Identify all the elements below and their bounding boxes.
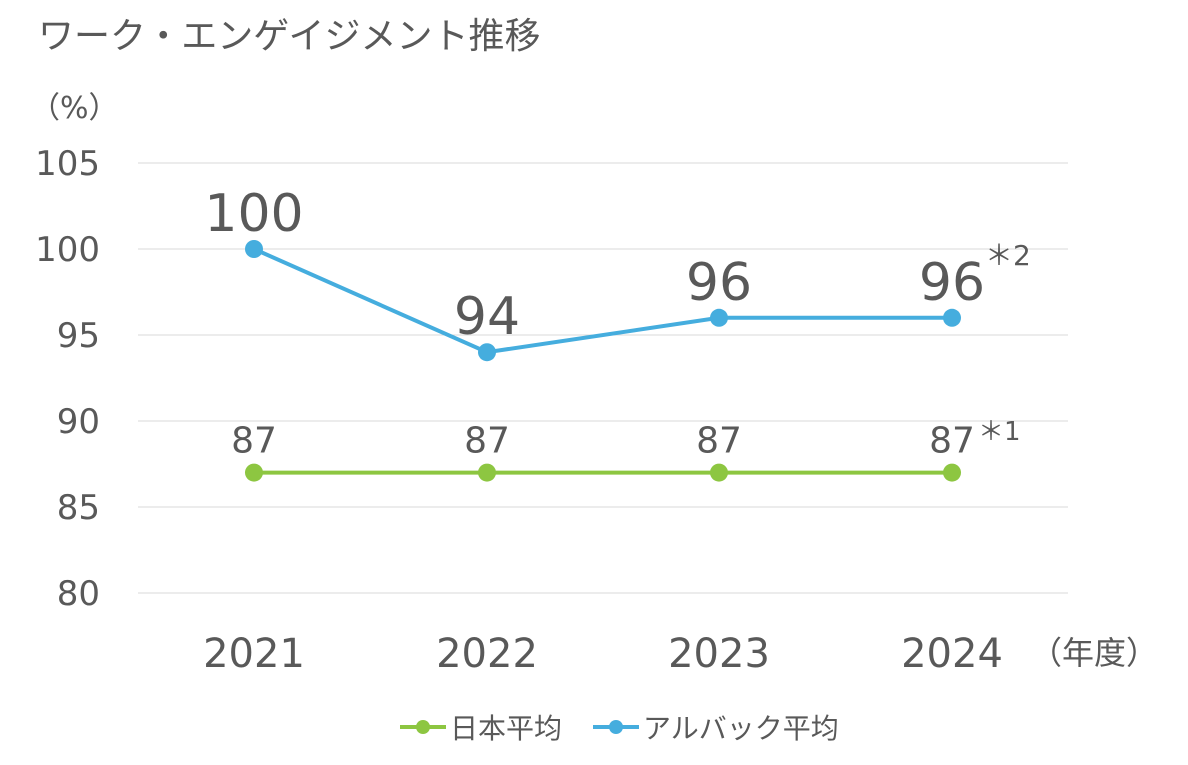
legend-label: アルバック平均 xyxy=(643,712,839,745)
y-tick-label: 100 xyxy=(35,230,100,270)
y-tick-label: 95 xyxy=(57,316,100,356)
data-point xyxy=(478,343,496,362)
chart-title: ワーク・エンゲイジメント推移 xyxy=(38,16,541,57)
y-tick-label: 90 xyxy=(57,402,100,442)
legend-label: 日本平均 xyxy=(450,712,562,745)
footnote-marker: ＊2 xyxy=(985,239,1031,272)
data-point xyxy=(710,463,728,482)
y-tick-label: 80 xyxy=(57,574,100,614)
series-japan-average: 87 87 87 87 ＊1 xyxy=(231,417,1021,482)
y-tick-label: 85 xyxy=(57,488,100,528)
data-label: 87 xyxy=(464,421,510,462)
x-tick-label: 2022 xyxy=(436,631,538,677)
data-point xyxy=(245,240,263,258)
x-tick-label: 2023 xyxy=(668,631,770,677)
data-label: 87 xyxy=(231,421,277,462)
data-label: 96 xyxy=(919,253,985,313)
data-label: 96 xyxy=(686,253,752,313)
data-point xyxy=(943,463,961,482)
footnote-marker: ＊1 xyxy=(978,417,1021,447)
data-label: 87 xyxy=(929,421,975,462)
legend-marker xyxy=(416,720,430,734)
y-tick-label: 105 xyxy=(35,144,100,184)
data-label: 100 xyxy=(204,184,303,244)
series-line xyxy=(253,247,952,355)
data-point xyxy=(245,463,263,482)
x-axis-label: （年度） xyxy=(1030,634,1158,672)
x-tick-label: 2021 xyxy=(203,631,305,677)
legend-item: 日本平均 xyxy=(400,712,562,745)
legend-item: アルバック平均 xyxy=(593,712,839,745)
data-point xyxy=(943,308,961,327)
data-label: 94 xyxy=(454,287,520,347)
data-point xyxy=(710,308,728,327)
data-label: 87 xyxy=(696,421,742,462)
legend-marker xyxy=(609,720,623,734)
data-point xyxy=(478,463,496,482)
x-tick-label: 2024 xyxy=(901,631,1003,677)
y-axis-label: （%） xyxy=(30,91,119,126)
